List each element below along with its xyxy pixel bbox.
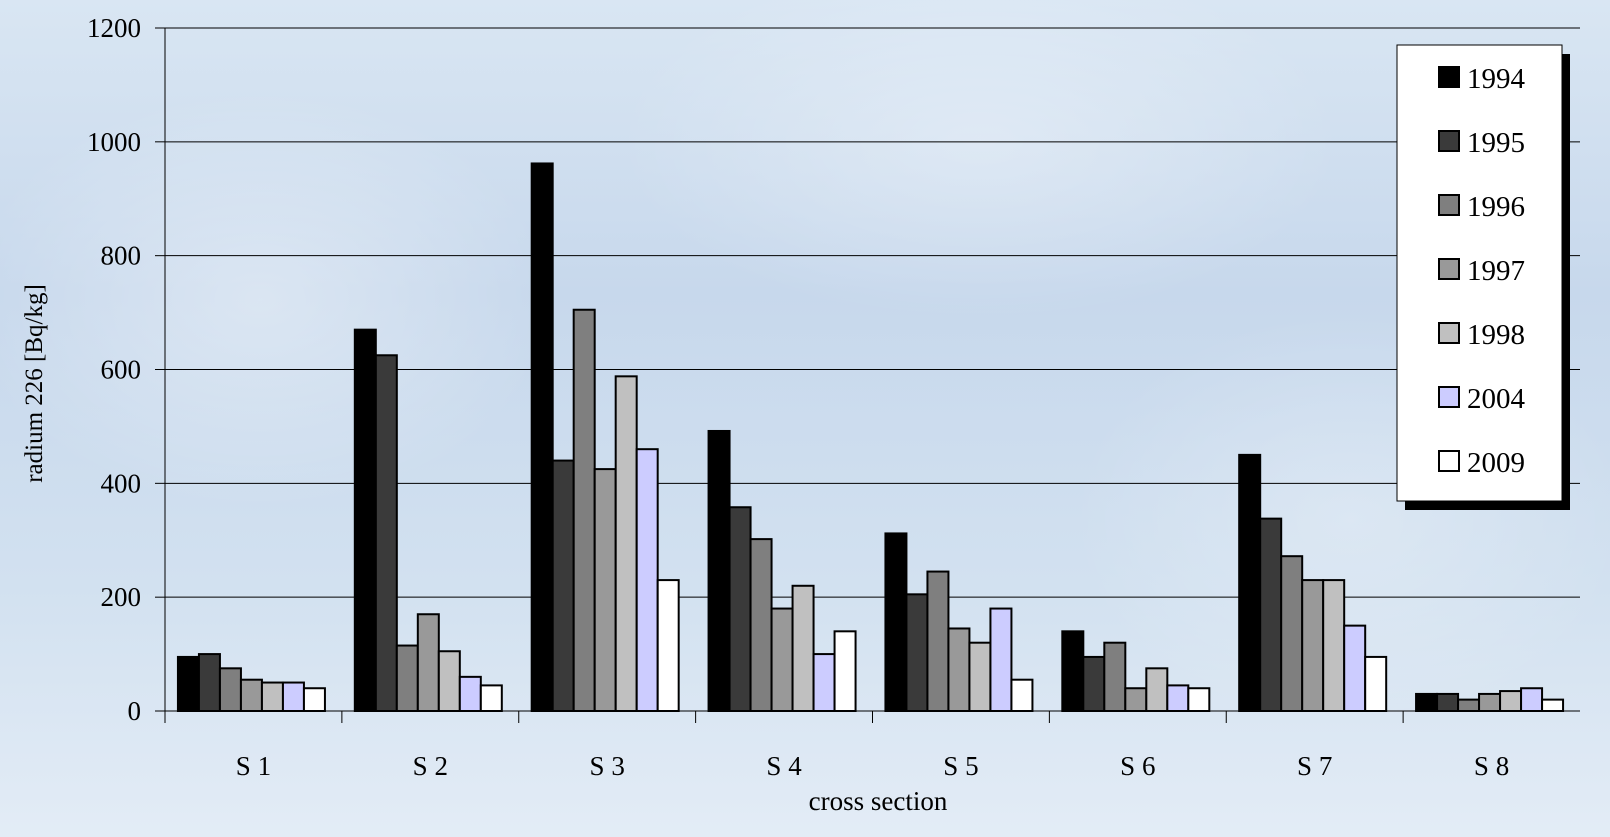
bar-1997-1 xyxy=(416,613,440,712)
bar-1996-3 xyxy=(749,538,773,713)
legend-label: 2009 xyxy=(1467,447,1525,479)
bar-1996-4 xyxy=(926,570,950,712)
bar-2009-5 xyxy=(1187,687,1211,713)
x-axis-label: cross section xyxy=(809,786,948,816)
bar-1994-4 xyxy=(884,532,908,712)
y-tick-label: 0 xyxy=(128,696,142,726)
bar-1995-5 xyxy=(1082,655,1106,712)
bar-1994-2 xyxy=(530,162,554,712)
bar-1995-2 xyxy=(551,459,575,713)
bar-2004-7 xyxy=(1520,687,1544,713)
bar-2004-5 xyxy=(1166,684,1190,713)
legend-swatch xyxy=(1438,258,1460,280)
bar-2004-4 xyxy=(989,607,1013,712)
bar-1998-4 xyxy=(968,641,992,713)
bar-2009-4 xyxy=(1010,678,1034,713)
bars xyxy=(176,162,1565,713)
bar-1997-6 xyxy=(1301,579,1325,713)
bar-2009-6 xyxy=(1364,655,1388,712)
bar-1997-2 xyxy=(593,468,617,712)
y-tick-label: 1000 xyxy=(87,127,141,157)
legend-box xyxy=(1396,44,1563,502)
x-tick-label: S 8 xyxy=(1474,751,1509,781)
legend-swatch xyxy=(1438,450,1460,472)
legend-label: 1998 xyxy=(1467,319,1525,351)
y-tick-label: 200 xyxy=(101,582,142,612)
bar-1998-0 xyxy=(260,681,284,713)
y-tick-label: 600 xyxy=(101,355,142,385)
bar-1998-1 xyxy=(437,650,461,712)
bar-1996-6 xyxy=(1280,555,1304,712)
bar-1997-0 xyxy=(239,678,263,713)
bar-1998-5 xyxy=(1145,667,1169,712)
y-tick-label: 800 xyxy=(101,241,142,271)
bar-1994-6 xyxy=(1238,453,1262,712)
bar-1995-0 xyxy=(197,653,221,712)
bar-1994-7 xyxy=(1415,692,1439,712)
x-tick-label: S 7 xyxy=(1297,751,1332,781)
bar-1994-3 xyxy=(707,429,731,712)
legend-swatch xyxy=(1438,130,1460,152)
x-tick-label: S 4 xyxy=(766,751,802,781)
bar-1996-2 xyxy=(572,308,596,712)
bar-1995-1 xyxy=(374,354,398,712)
bar-1994-5 xyxy=(1061,630,1085,712)
y-tick-label: 400 xyxy=(101,468,142,498)
bar-1994-0 xyxy=(176,655,200,712)
bar-1996-7 xyxy=(1457,698,1481,712)
bar-1995-3 xyxy=(728,506,752,713)
bar-1997-4 xyxy=(947,627,971,712)
bar-2004-0 xyxy=(281,681,305,713)
bar-2004-6 xyxy=(1343,624,1367,712)
legend-label: 1994 xyxy=(1467,63,1526,95)
bar-1998-3 xyxy=(791,584,815,712)
legend-swatch xyxy=(1438,194,1460,216)
legend-label: 1997 xyxy=(1467,255,1525,287)
gridlines xyxy=(165,27,1580,598)
bar-1995-7 xyxy=(1436,692,1460,712)
legend-swatch xyxy=(1438,66,1460,88)
bar-1997-5 xyxy=(1124,687,1148,713)
bar-2009-0 xyxy=(302,687,326,713)
x-tick-label: S 6 xyxy=(1120,751,1155,781)
bar-2009-1 xyxy=(479,684,503,713)
legend-label: 1996 xyxy=(1467,191,1525,223)
y-axis-label: radium 226 [Bq/kg] xyxy=(21,284,48,483)
bar-2004-3 xyxy=(812,653,836,712)
bar-1998-6 xyxy=(1322,579,1346,713)
bar-1998-2 xyxy=(614,375,638,712)
x-tick-label: S 2 xyxy=(413,751,448,781)
legend: 1994 1995 1996 1997 1998 2004 2009 xyxy=(1396,44,1570,510)
x-tick-label: S 3 xyxy=(590,751,625,781)
bar-1995-4 xyxy=(905,593,929,713)
bar-1996-5 xyxy=(1103,641,1127,713)
bar-1996-0 xyxy=(218,667,242,712)
bar-1997-7 xyxy=(1478,692,1502,712)
bar-1997-3 xyxy=(770,607,794,712)
bar-2009-3 xyxy=(833,630,857,712)
legend-label: 2004 xyxy=(1467,383,1526,415)
bar-2004-2 xyxy=(635,448,659,712)
x-tick-label: S 1 xyxy=(236,751,271,781)
bar-1996-1 xyxy=(395,644,419,713)
x-tick-label: S 5 xyxy=(943,751,978,781)
bar-1995-6 xyxy=(1259,517,1283,712)
bar-2009-7 xyxy=(1541,698,1565,712)
tick-labels: 0 200 400 600 800 1000 1200 S 1 S 2 S 3 S 4 S 5 S 6 S… xyxy=(87,13,1509,781)
legend-label: 1995 xyxy=(1467,127,1525,159)
legend-swatch xyxy=(1438,386,1460,408)
bar-1998-7 xyxy=(1499,690,1523,712)
bar-1994-1 xyxy=(353,328,377,712)
legend-swatch xyxy=(1438,322,1460,344)
y-tick-label: 1200 xyxy=(87,13,141,43)
bar-2009-2 xyxy=(656,579,680,713)
bar-2004-1 xyxy=(458,675,482,712)
